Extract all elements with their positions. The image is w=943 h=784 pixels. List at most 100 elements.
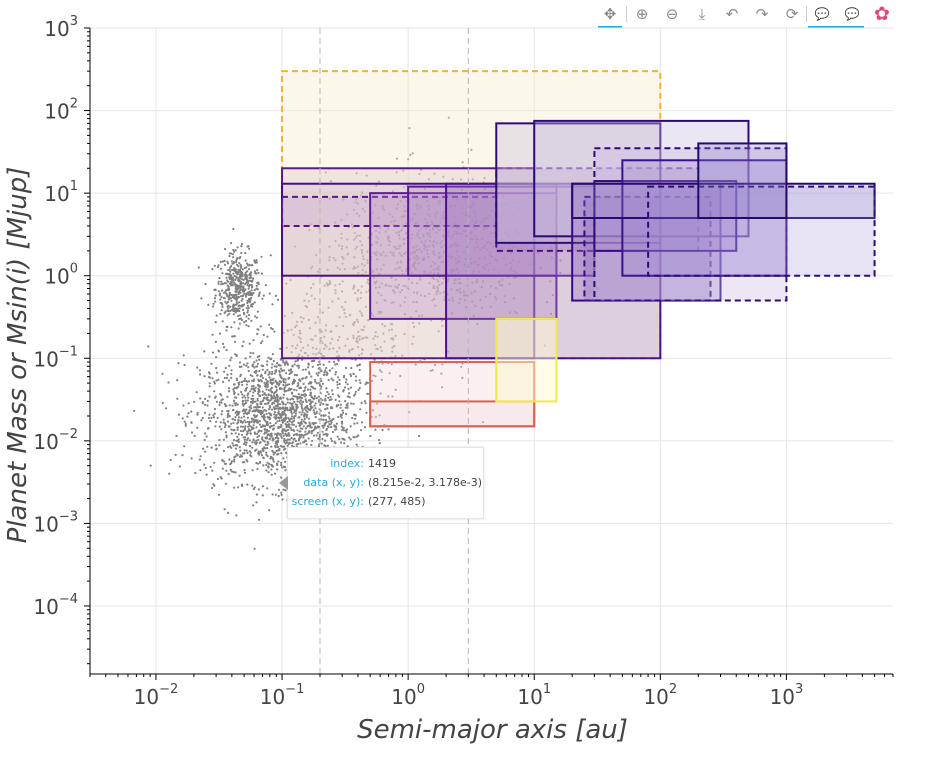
scatter-point — [359, 297, 362, 300]
save-icon[interactable]: ⤓ — [698, 5, 706, 23]
scatter-point — [254, 443, 258, 446]
scatter-point — [249, 432, 252, 435]
scatter-point — [303, 407, 306, 410]
scatter-point — [357, 434, 360, 437]
scatter-point — [321, 430, 324, 433]
scatter-point — [401, 225, 404, 228]
toolbar-separator — [626, 6, 627, 22]
scatter-point — [210, 416, 213, 419]
scatter-point — [391, 253, 394, 256]
scatter-point — [431, 243, 434, 247]
scatter-point — [334, 428, 337, 431]
scatter-point — [397, 283, 400, 286]
scatter-point — [360, 312, 363, 315]
scatter-point — [340, 413, 343, 416]
scatter-point — [306, 388, 310, 391]
scatter-point — [334, 363, 337, 366]
scatter-point — [268, 292, 271, 295]
redo-icon[interactable]: ↷ — [755, 5, 769, 23]
reset-icon[interactable]: ⟳ — [785, 5, 799, 23]
scatter-point — [266, 360, 269, 363]
scatter-point — [309, 400, 312, 403]
scatter-point — [359, 381, 362, 384]
tick-exponent: 3 — [70, 14, 78, 29]
scatter-point — [210, 446, 213, 449]
scatter-point — [504, 232, 507, 235]
scatter-point — [441, 214, 444, 217]
scatter-point — [278, 426, 281, 429]
scatter-point — [244, 252, 247, 255]
scatter-point — [265, 388, 268, 391]
scatter-point — [356, 202, 359, 205]
scatter-point — [529, 263, 532, 266]
scatter-point — [427, 245, 430, 248]
tooltip-value: 1419 — [368, 457, 396, 470]
scatter-point — [456, 227, 459, 230]
scatter-point — [241, 380, 244, 383]
scatter-point — [325, 366, 328, 370]
scatter-point — [324, 369, 327, 372]
scatter-point — [246, 304, 249, 307]
scatter-point — [553, 217, 556, 220]
tooltip-key: screen (x, y): — [291, 495, 364, 508]
scatter-point — [250, 420, 253, 423]
scatter-point — [379, 225, 382, 228]
scatter-point — [395, 157, 399, 160]
scatter-point — [437, 265, 440, 268]
scatter-point — [359, 291, 363, 294]
scatter-point — [338, 283, 341, 286]
scatter-point — [269, 357, 272, 360]
scatter-point — [214, 395, 217, 398]
scatter-point — [480, 306, 484, 309]
scatter-point — [233, 340, 237, 343]
scatter-point — [278, 413, 281, 416]
scatter-point — [511, 259, 515, 262]
scatter-point — [391, 395, 394, 398]
scatter-point — [240, 483, 244, 486]
scatter-point — [235, 258, 238, 261]
scatter-point — [429, 235, 432, 238]
scatter-point — [290, 351, 293, 354]
scatter-point — [238, 309, 241, 313]
scatter-point — [324, 418, 328, 421]
scatter-point — [447, 230, 450, 233]
scatter-point — [428, 239, 431, 243]
scatter-point — [264, 370, 267, 373]
scatter-point — [375, 241, 378, 244]
scatter-point — [280, 423, 283, 427]
scatter-point — [357, 272, 360, 275]
scatter-point — [500, 203, 503, 207]
scatter-point — [398, 230, 401, 234]
scatter-point — [257, 518, 261, 521]
zoom-in-icon[interactable]: ⊕ — [635, 5, 649, 23]
scatter-point — [343, 442, 346, 445]
scatter-point — [261, 368, 264, 371]
scatter-point — [276, 440, 280, 444]
scatter-point — [258, 355, 261, 358]
scatter-point — [392, 338, 395, 341]
scatter-point — [429, 215, 432, 218]
scatter-point — [245, 315, 248, 318]
scatter-point — [266, 487, 269, 490]
scatter-point — [427, 204, 430, 207]
scatter-point — [374, 282, 377, 285]
scatter-point — [335, 362, 339, 366]
scatter-point — [301, 409, 304, 412]
scatter-point — [309, 391, 312, 394]
scatter-point — [502, 212, 505, 215]
zoom-out-icon[interactable]: ⊖ — [665, 5, 679, 23]
scatter-point — [412, 335, 415, 338]
scatter-point — [289, 369, 292, 372]
scatter-point — [338, 382, 341, 386]
scatter-point — [454, 244, 457, 247]
scatter-point — [418, 314, 421, 317]
scatter-point — [352, 238, 356, 241]
scatter-point — [227, 472, 230, 476]
scatter-point — [283, 437, 286, 441]
scatter-point — [514, 232, 518, 235]
undo-icon[interactable]: ↶ — [725, 5, 739, 23]
bokeh-logo-icon[interactable]: ✿ — [874, 3, 890, 25]
scatter-point — [435, 267, 439, 270]
pan-icon[interactable]: ✥ — [598, 3, 622, 28]
